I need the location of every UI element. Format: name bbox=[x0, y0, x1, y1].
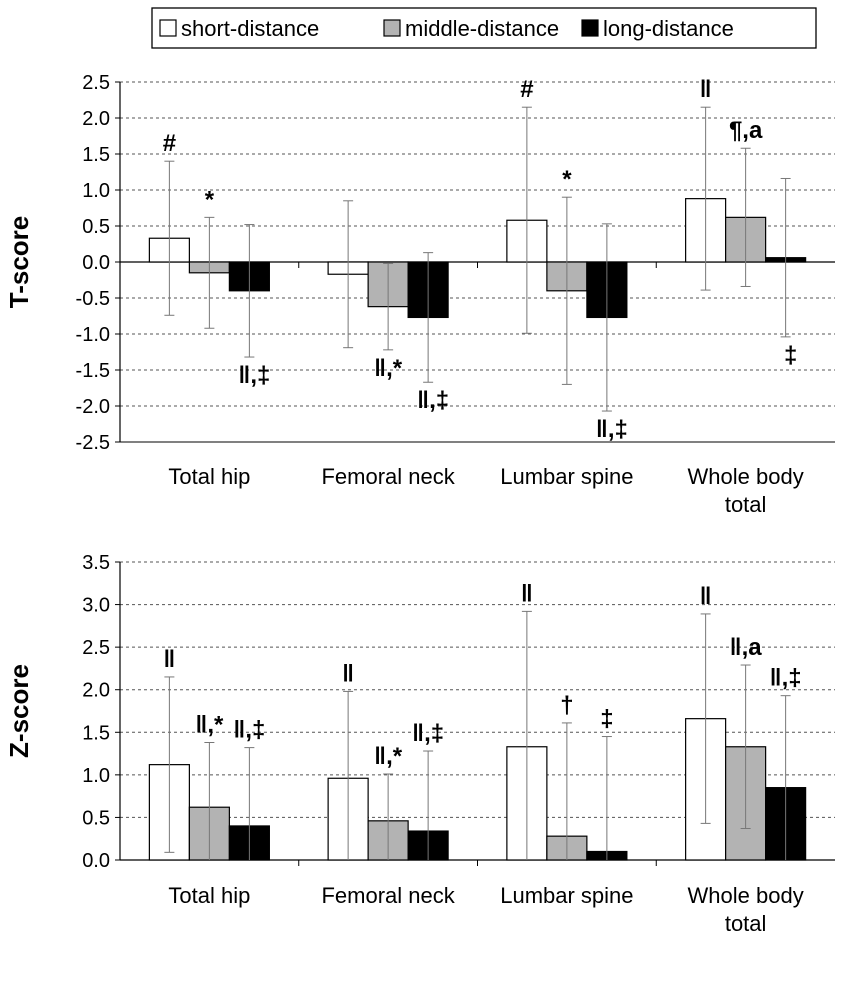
category-label: Femoral neck bbox=[321, 464, 455, 489]
y-tick-label: -0.5 bbox=[76, 288, 110, 310]
y-tick-label: 0.5 bbox=[82, 216, 110, 238]
y-tick-label: -1.0 bbox=[76, 324, 110, 346]
y-tick-label: 2.0 bbox=[82, 108, 110, 130]
significance-marker: ‖,a bbox=[730, 634, 763, 661]
y-tick-label: 3.0 bbox=[82, 595, 110, 617]
significance-marker: ‖,* bbox=[195, 712, 224, 739]
legend-label: long-distance bbox=[603, 16, 734, 41]
legend: short-distance middle-distance long-distan… bbox=[151, 7, 817, 49]
significance-marker: ‖,‡ bbox=[233, 717, 265, 744]
y-axis-label: T-score bbox=[4, 216, 34, 309]
y-tick-label: 2.0 bbox=[82, 680, 110, 702]
significance-marker: ‖,‡ bbox=[596, 416, 628, 443]
significance-marker: ‖,* bbox=[374, 355, 403, 382]
significance-marker: ‖ bbox=[521, 580, 533, 607]
significance-marker: ‡ bbox=[600, 706, 613, 733]
y-tick-label: 1.0 bbox=[82, 180, 110, 202]
y-tick-label: 0.0 bbox=[82, 850, 110, 872]
significance-marker: ‖ bbox=[700, 583, 712, 610]
significance-marker: ‖,‡ bbox=[412, 720, 444, 747]
significance-marker: † bbox=[560, 692, 573, 719]
significance-marker: ¶,a bbox=[729, 117, 763, 144]
legend-swatch bbox=[159, 19, 177, 37]
significance-marker: ‖ bbox=[163, 646, 175, 673]
z-score-chart: 0.0 0.5 1.0 1.5 2.0 2.5 3.0 3.5 Z-score Total hip… bbox=[4, 552, 835, 936]
y-tick-label: 2.5 bbox=[82, 72, 110, 94]
y-tick-label: 0.5 bbox=[82, 807, 110, 829]
significance-marker: * bbox=[205, 186, 215, 213]
y-tick-label: -1.5 bbox=[76, 360, 110, 382]
significance-marker: ‖,‡ bbox=[417, 387, 449, 414]
legend-swatch bbox=[581, 19, 599, 37]
category-label: Whole body total bbox=[688, 883, 804, 936]
significance-marker: ‖ bbox=[700, 76, 712, 103]
significance-marker: ‖ bbox=[342, 660, 354, 687]
y-tick-label: 3.5 bbox=[82, 552, 110, 574]
y-tick-label: 2.5 bbox=[82, 637, 110, 659]
significance-marker: ‡ bbox=[784, 342, 797, 369]
y-tick-label: -2.0 bbox=[76, 396, 110, 418]
significance-marker: ‖,* bbox=[374, 743, 403, 770]
significance-marker: # bbox=[520, 76, 533, 103]
category-label: Femoral neck bbox=[321, 883, 455, 908]
significance-marker: ‖,‡ bbox=[770, 665, 802, 692]
category-label: Lumbar spine bbox=[500, 464, 633, 489]
y-tick-label: 1.5 bbox=[82, 144, 110, 166]
significance-marker: # bbox=[163, 130, 176, 157]
legend-label: middle-distance bbox=[405, 16, 559, 41]
t-score-chart: -2.5 -2.0 -1.5 -1.0 -0.5 0.0 0.5 1.0 1.5 2.0 2.5 T-… bbox=[4, 72, 835, 517]
y-axis-label: Z-score bbox=[4, 664, 34, 758]
category-label: Total hip bbox=[168, 464, 250, 489]
y-tick-label: 1.0 bbox=[82, 765, 110, 787]
significance-marker: ‖,‡ bbox=[238, 362, 270, 389]
y-tick-label: -2.5 bbox=[76, 432, 110, 454]
legend-label: short-distance bbox=[181, 16, 319, 41]
y-tick-label: 0.0 bbox=[82, 252, 110, 274]
significance-marker: * bbox=[562, 166, 572, 193]
category-label: Whole body total bbox=[688, 464, 804, 517]
legend-box bbox=[151, 7, 817, 49]
legend-swatch bbox=[383, 19, 401, 37]
category-label: Lumbar spine bbox=[500, 883, 633, 908]
category-label: Total hip bbox=[168, 883, 250, 908]
y-tick-label: 1.5 bbox=[82, 722, 110, 744]
